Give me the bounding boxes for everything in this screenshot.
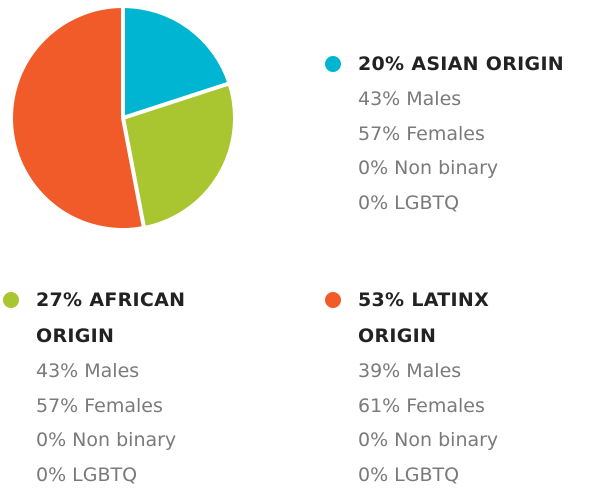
legend-detail: 0% LGBTQ	[358, 458, 558, 492]
pie-chart	[0, 0, 250, 240]
legend-detail: 61% Females	[358, 389, 558, 424]
legend-dot	[325, 56, 341, 72]
legend-detail: 0% LGBTQ	[358, 186, 601, 221]
legend-dot	[325, 292, 341, 308]
legend-detail: 43% Males	[36, 354, 236, 389]
legend-heading: 27% AFRICAN ORIGIN	[36, 282, 236, 354]
legend-heading: 53% LATINX ORIGIN	[358, 282, 558, 354]
legend-detail: 39% Males	[358, 354, 558, 389]
legend-detail: 0% Non binary	[358, 423, 558, 458]
legend-detail: 0% LGBTQ	[36, 458, 236, 492]
legend-detail: 0% Non binary	[358, 151, 601, 186]
legend-label: ASIAN ORIGIN	[411, 53, 564, 75]
legend-detail: 57% Females	[358, 117, 601, 152]
legend-value: 20%	[358, 53, 404, 75]
legend-value: 27%	[36, 289, 82, 311]
legend-heading: 20% ASIAN ORIGIN	[358, 46, 601, 82]
legend-value: 53%	[358, 289, 404, 311]
legend-detail: 0% Non binary	[36, 423, 236, 458]
legend-detail: 43% Males	[358, 82, 601, 117]
legend-dot	[3, 292, 19, 308]
legend-detail: 57% Females	[36, 389, 236, 424]
pie-slice	[11, 6, 144, 230]
